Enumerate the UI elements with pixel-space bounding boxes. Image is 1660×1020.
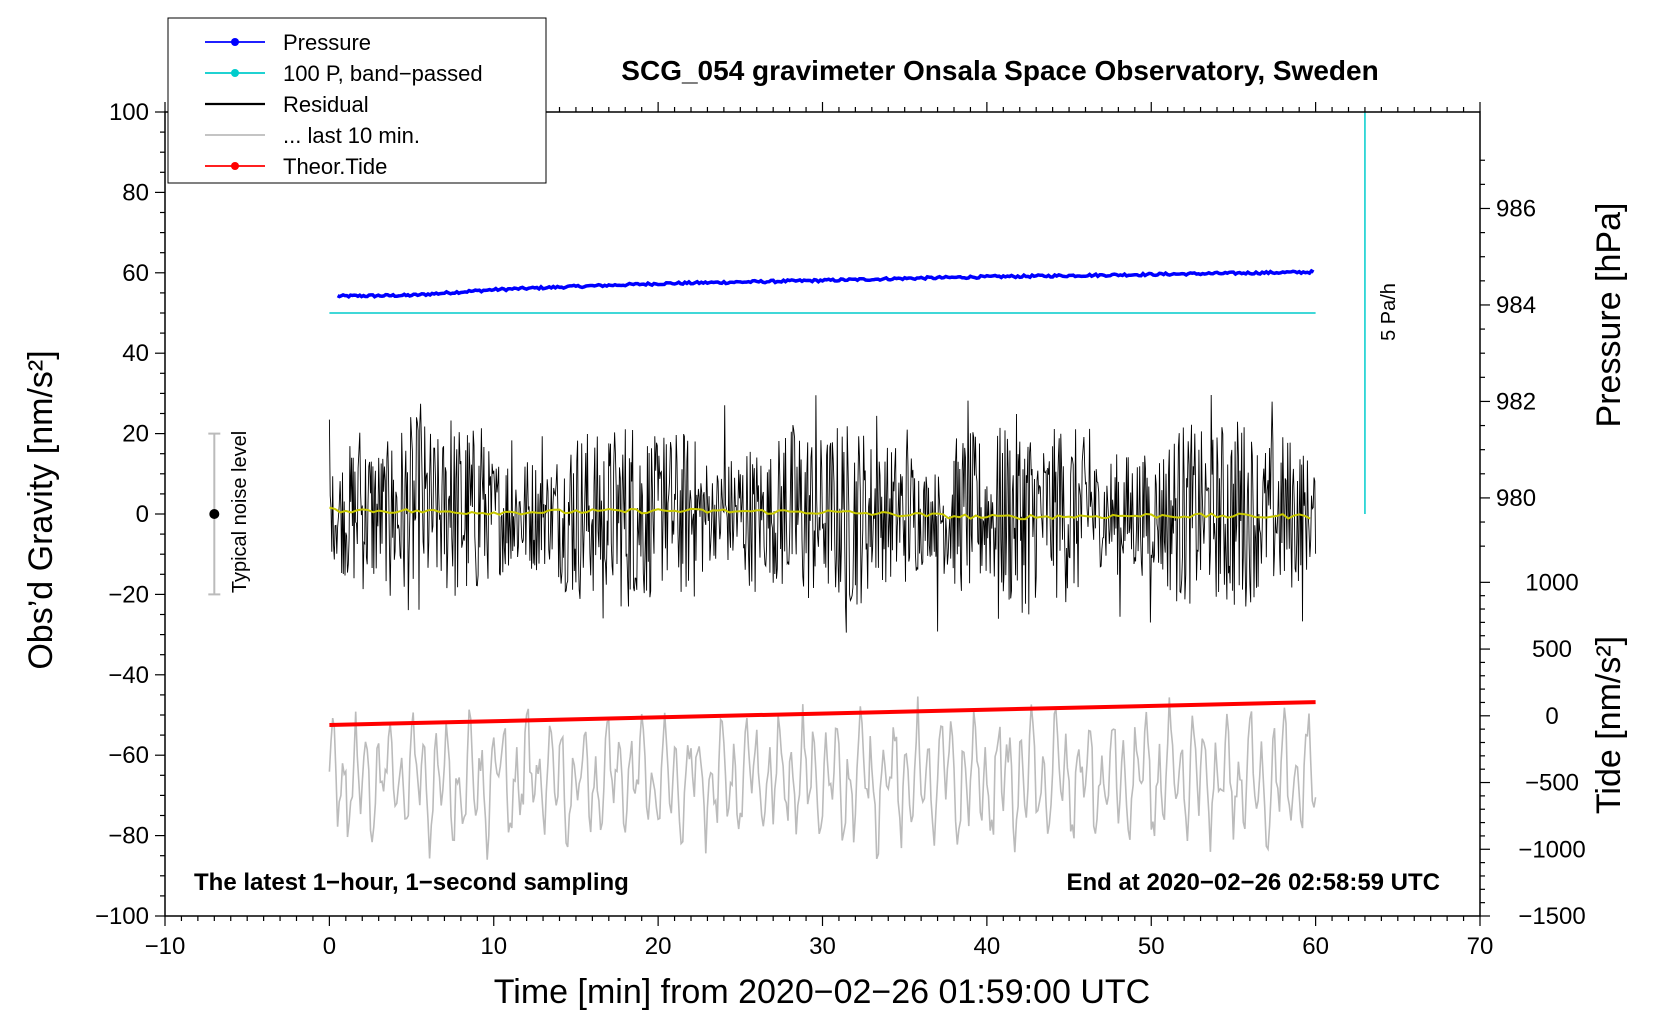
- noise-level-label: Typical noise level: [229, 431, 251, 593]
- y-tick-label: 100: [109, 99, 149, 126]
- x-tick-label: 50: [1138, 933, 1165, 960]
- legend-marker: [231, 69, 239, 77]
- pressure-tick-label: 982: [1496, 388, 1536, 415]
- tide-tick-label: −1000: [1518, 836, 1585, 863]
- series-theor-tide: [329, 700, 1316, 727]
- legend: Pressure 100 P, band−passed Residual ... la…: [167, 17, 547, 184]
- x-tick-label: 20: [645, 933, 672, 960]
- y-axis-pressure-title: Pressure [hPa]: [1590, 203, 1628, 428]
- x-tick-label: 30: [809, 933, 836, 960]
- x-tick-label: −10: [145, 933, 186, 960]
- tide-tick-label: −500: [1525, 770, 1579, 797]
- series-residual: [328, 394, 1317, 633]
- tide-tick-label: −1500: [1518, 903, 1585, 930]
- legend-marker: [231, 162, 239, 170]
- x-tick-label: 60: [1302, 933, 1329, 960]
- y-axis-tide-title: Tide [nm/s²]: [1590, 636, 1628, 814]
- legend-label: Pressure: [283, 30, 371, 55]
- y-tick-label: 0: [136, 501, 149, 528]
- x-tick-label: 70: [1467, 933, 1494, 960]
- y-tick-label: −40: [108, 662, 149, 689]
- y-axis-left-title: Obs’d Gravity [nm/s²]: [22, 350, 60, 669]
- y-tick-label: −60: [108, 742, 149, 769]
- y-tick-label: 80: [122, 179, 149, 206]
- x-tick-label: 10: [480, 933, 507, 960]
- series-layer: [208, 112, 1366, 860]
- chart-title: SCG_054 gravimeter Onsala Space Observat…: [621, 55, 1378, 86]
- legend-label: ... last 10 min.: [283, 123, 420, 148]
- annotation-sampling: The latest 1−hour, 1−second sampling: [194, 869, 629, 896]
- x-axis-title: Time [min] from 2020−02−26 01:59:00 UTC: [494, 973, 1150, 1011]
- series-pressure: [336, 268, 1315, 300]
- noise-center-dot: [209, 509, 220, 519]
- y-tick-label: 60: [122, 260, 149, 287]
- y-tick-label: 20: [122, 421, 149, 448]
- legend-label: Residual: [283, 92, 369, 117]
- y-tick-label: 40: [122, 340, 149, 367]
- annotation-end-time: End at 2020−02−26 02:58:59 UTC: [1066, 869, 1440, 896]
- legend-box: [167, 17, 547, 184]
- legend-label: Theor.Tide: [283, 154, 387, 179]
- series-residual-smoothed: [329, 506, 1311, 521]
- x-tick-label: 0: [323, 933, 336, 960]
- pressure-tick-label: 980: [1496, 485, 1536, 512]
- tide-tick-label: 500: [1532, 636, 1572, 663]
- y-tick-label: −20: [108, 581, 149, 608]
- x-axis: −10 0 10 20 30 40 50 60 70: [145, 102, 1494, 960]
- pressure-tick-label: 986: [1496, 195, 1536, 222]
- x-tick-label: 40: [974, 933, 1001, 960]
- legend-label: 100 P, band−passed: [283, 61, 483, 86]
- pressure-tick-label: 984: [1496, 292, 1536, 319]
- tide-tick-label: 1000: [1525, 569, 1578, 596]
- legend-marker: [231, 38, 239, 46]
- y-axis-left: 100 80 60 40 20 0 −20 −40 −60 −80 −100: [95, 99, 165, 930]
- y-axis-right: 986 984 982 980 1000 500 0 −500 −1000 −1500: [1480, 159, 1586, 930]
- scale-bar-label: 5 Pa/h: [1378, 283, 1400, 341]
- y-tick-label: −100: [95, 903, 149, 930]
- series-last-10-min: [328, 696, 1317, 860]
- y-tick-label: −80: [108, 823, 149, 850]
- tide-tick-label: 0: [1545, 703, 1558, 730]
